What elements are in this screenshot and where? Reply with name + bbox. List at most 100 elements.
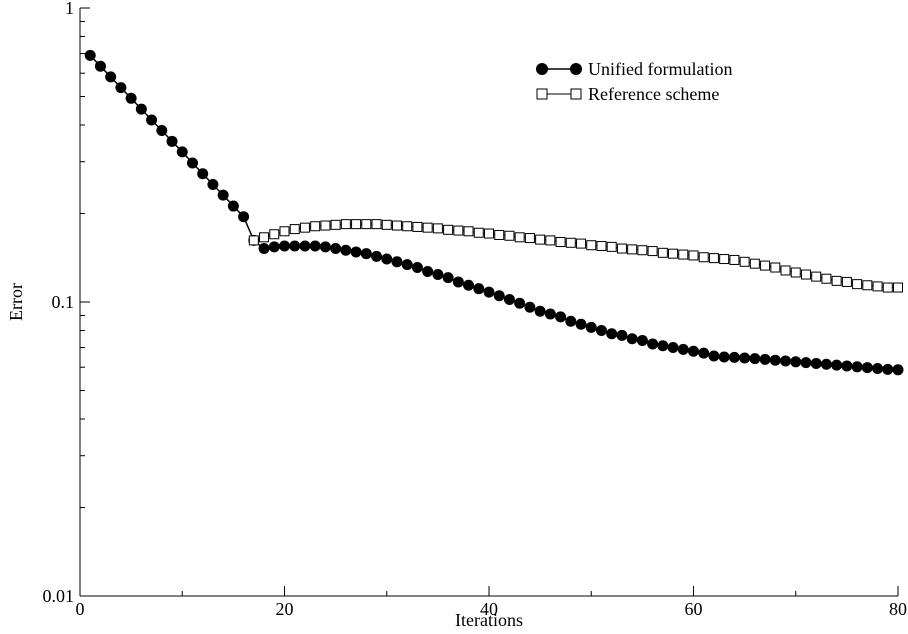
x-tick-label: 20	[276, 599, 294, 619]
data-point-reference	[586, 240, 597, 251]
legend: Unified formulation Reference scheme	[536, 59, 732, 104]
data-point-unified	[135, 103, 147, 115]
data-point-unified	[534, 305, 546, 317]
data-point-reference	[279, 226, 290, 237]
data-point-reference	[811, 271, 822, 282]
legend-marker-open-square	[570, 88, 582, 100]
data-point-unified	[227, 200, 239, 212]
data-point-unified	[688, 345, 699, 357]
data-point-reference	[698, 252, 709, 263]
data-point-reference	[862, 280, 873, 291]
data-point-unified	[340, 244, 352, 256]
data-point-reference	[494, 230, 505, 240]
data-point-unified	[595, 324, 607, 336]
data-point-reference	[657, 247, 668, 258]
x-tick-label: 40	[480, 599, 498, 619]
data-point-unified	[769, 354, 781, 366]
y-tick-label: 1	[65, 0, 74, 18]
data-point-unified	[636, 334, 648, 346]
data-point-unified	[166, 135, 178, 147]
data-point-unified	[749, 353, 761, 365]
legend-entry-reference-scheme: Reference scheme	[536, 84, 719, 104]
data-point-reference	[780, 265, 791, 276]
data-point-reference	[361, 219, 372, 230]
data-point-unified	[780, 355, 792, 367]
data-point-unified	[258, 243, 270, 255]
y-tick-label: 0.01	[43, 586, 75, 606]
data-point-unified	[606, 328, 618, 340]
data-point-reference	[688, 250, 699, 261]
x-tick-label: 60	[685, 599, 703, 619]
data-point-reference	[852, 279, 863, 290]
data-point-reference	[545, 235, 556, 246]
data-point-reference	[770, 262, 781, 273]
legend-entry-unified-formulation: Unified formulation	[536, 59, 732, 79]
data-point-unified	[299, 240, 311, 252]
data-point-unified	[677, 343, 689, 355]
data-point-unified	[319, 241, 331, 253]
data-point-unified	[493, 290, 505, 302]
x-axis-label: Iterations	[455, 610, 523, 630]
data-point-unified	[861, 362, 873, 374]
data-point-reference	[381, 219, 392, 230]
data-point-reference	[299, 222, 310, 233]
data-point-reference	[668, 248, 679, 259]
data-point-unified	[524, 301, 536, 313]
legend-marker-filled-circle	[536, 63, 548, 75]
data-point-unified	[892, 364, 904, 376]
axis-ticks	[79, 7, 899, 597]
series-unified-formulation	[84, 49, 904, 376]
data-point-reference	[289, 224, 300, 235]
data-point-unified	[115, 82, 127, 94]
data-point-reference	[637, 245, 648, 256]
data-point-unified	[442, 272, 454, 284]
data-point-reference	[351, 219, 362, 230]
data-point-reference	[432, 223, 443, 234]
data-point-unified	[422, 265, 434, 277]
data-point-reference	[841, 276, 852, 287]
data-point-unified	[800, 357, 812, 369]
data-point-reference	[484, 228, 494, 239]
data-point-unified	[647, 338, 659, 350]
data-point-reference	[627, 244, 638, 255]
legend-marker-filled-circle	[570, 63, 582, 75]
data-point-reference	[872, 281, 883, 292]
data-point-unified	[708, 350, 720, 362]
data-point-reference	[616, 243, 627, 254]
y-tick-label: 0.1	[52, 292, 75, 312]
data-point-unified	[411, 262, 423, 274]
data-point-unified	[831, 359, 843, 371]
series-reference-scheme	[248, 219, 903, 293]
data-point-unified	[197, 168, 209, 180]
series-layer	[84, 49, 904, 376]
data-point-unified	[616, 329, 628, 341]
data-point-reference	[678, 249, 689, 260]
data-point-reference	[708, 253, 719, 264]
data-point-unified	[217, 189, 229, 201]
data-point-reference	[739, 256, 750, 267]
data-point-unified	[156, 125, 168, 137]
data-point-unified	[841, 360, 853, 372]
data-point-unified	[125, 92, 137, 104]
data-point-unified	[872, 363, 884, 375]
data-point-reference	[800, 269, 811, 280]
data-point-unified	[463, 279, 475, 291]
series-line	[253, 223, 898, 289]
data-point-reference	[269, 229, 280, 240]
y-axis-label: Error	[6, 283, 26, 321]
data-point-reference	[473, 227, 484, 238]
data-point-unified	[146, 114, 158, 126]
data-point-reference	[514, 232, 525, 243]
data-point-unified	[657, 340, 669, 352]
x-tick-label: 0	[76, 599, 85, 619]
data-point-reference	[402, 221, 413, 232]
data-point-reference	[504, 230, 515, 241]
data-point-reference	[340, 219, 351, 230]
plot-axes	[79, 8, 898, 597]
data-point-reference	[443, 224, 454, 235]
data-point-reference	[371, 219, 382, 230]
data-point-reference	[893, 282, 903, 293]
data-point-unified	[820, 358, 832, 370]
data-point-unified	[851, 361, 863, 373]
data-point-reference	[310, 221, 321, 232]
